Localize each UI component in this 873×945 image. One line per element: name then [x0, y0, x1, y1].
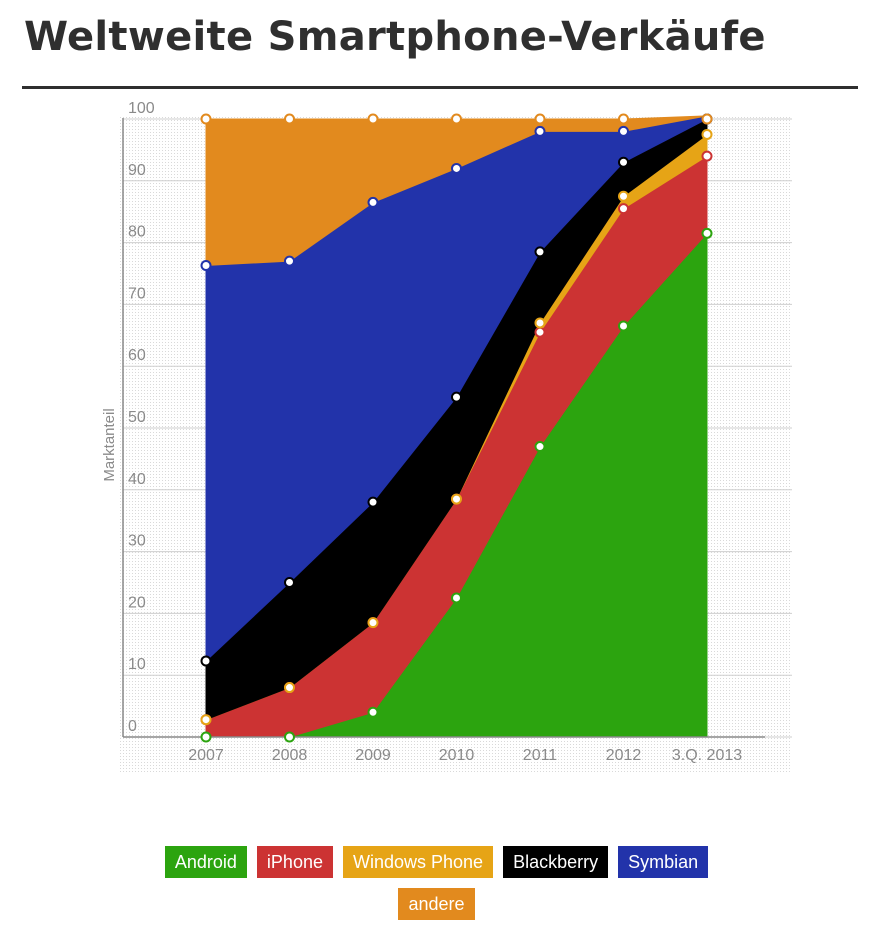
- point-windows-phone: [618, 190, 629, 202]
- point-android: [200, 731, 212, 743]
- point-symbian: [367, 196, 379, 208]
- y-tick-label: 20: [128, 594, 146, 611]
- x-tick-label: 2008: [272, 747, 308, 764]
- y-tick-label: 30: [128, 533, 146, 550]
- tick-labels: 0 10 20 30 40 50 60 70 80 90 100 2007 2008 2009 2010 20…: [101, 100, 742, 764]
- y-tick-label: 60: [128, 347, 146, 364]
- x-tick-label: 2012: [606, 747, 642, 764]
- point-andere: [284, 113, 295, 125]
- point-andere: [451, 113, 462, 125]
- point-android: [367, 706, 379, 718]
- point-windows-phone: [200, 714, 212, 726]
- point-android: [284, 731, 295, 743]
- point-blackberry: [618, 156, 629, 168]
- point-windows-phone: [451, 493, 462, 505]
- legend-item-blackberry[interactable]: Blackberry: [503, 846, 609, 878]
- y-tick-label: 40: [128, 471, 146, 488]
- point-iphone: [534, 326, 546, 338]
- point-iphone: [701, 150, 713, 162]
- y-tick-label: 90: [128, 162, 146, 179]
- point-andere: [534, 113, 546, 125]
- title-underline: [22, 86, 858, 89]
- point-symbian: [534, 125, 546, 137]
- x-tick-label: 2010: [439, 747, 475, 764]
- y-tick-label: 100: [128, 100, 155, 117]
- y-tick-label: 10: [128, 656, 146, 673]
- legend-item-windows-phone[interactable]: Windows Phone: [342, 846, 494, 878]
- legend-item-andere[interactable]: andere: [398, 888, 475, 920]
- point-blackberry: [451, 391, 462, 403]
- point-blackberry: [367, 496, 379, 508]
- legend-item-symbian[interactable]: Symbian: [618, 846, 709, 878]
- point-windows-phone: [701, 128, 713, 140]
- point-blackberry: [534, 246, 546, 258]
- legend-item-android[interactable]: Android: [164, 846, 247, 878]
- point-symbian: [618, 125, 629, 137]
- y-tick-label: 70: [128, 285, 146, 302]
- point-blackberry: [200, 655, 212, 667]
- data-points: [200, 113, 713, 743]
- x-tick-label: 2007: [188, 747, 224, 764]
- x-tick-label: 2009: [355, 747, 391, 764]
- y-tick-label: 0: [128, 718, 137, 735]
- point-android: [618, 320, 629, 332]
- point-andere: [618, 113, 629, 125]
- point-android: [534, 441, 546, 453]
- point-symbian: [284, 255, 295, 267]
- point-symbian: [200, 259, 212, 271]
- chart-title: Weltweite Smartphone-Verkäufe: [24, 14, 766, 60]
- y-axis-label: Marktanteil: [101, 408, 118, 481]
- series-areas: [205, 115, 708, 738]
- point-symbian: [451, 162, 462, 174]
- x-tick-label: 3.Q. 2013: [672, 747, 742, 764]
- y-tick-label: 80: [128, 224, 146, 241]
- point-andere: [367, 113, 379, 125]
- point-windows-phone: [534, 317, 546, 329]
- area-andere: [205, 115, 708, 266]
- y-tick-label: 50: [128, 409, 146, 426]
- point-android: [701, 227, 713, 239]
- x-tick-label: 2011: [523, 747, 558, 764]
- point-andere: [701, 113, 713, 125]
- point-android: [451, 592, 462, 604]
- legend-item-iphone[interactable]: iPhone: [256, 846, 333, 878]
- point-andere: [200, 113, 212, 125]
- point-windows-phone: [367, 617, 379, 629]
- legend: Android iPhone Windows Phone Blackberry Symb…: [0, 846, 873, 930]
- point-windows-phone: [284, 682, 295, 694]
- point-blackberry: [284, 577, 295, 588]
- axes: [122, 118, 765, 738]
- point-iphone: [618, 203, 629, 215]
